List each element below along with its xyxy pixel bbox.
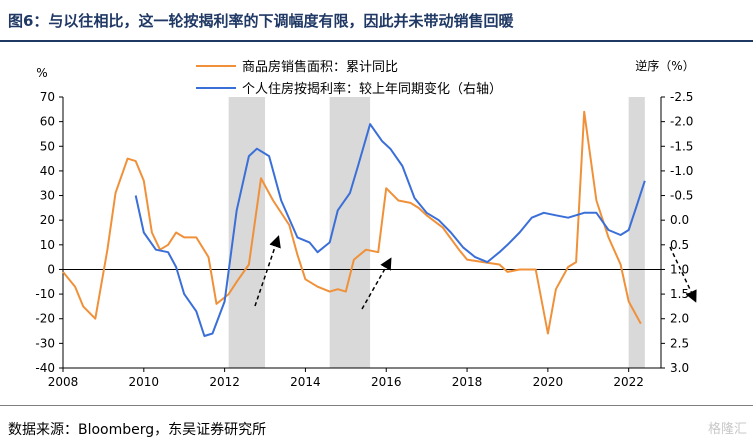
shaded-periods <box>228 97 645 368</box>
right-tick-label: -2.5 <box>670 90 693 104</box>
x-tick-label: 2012 <box>209 375 240 389</box>
x-tick-label: 2018 <box>452 375 483 389</box>
x-tick-label: 2020 <box>533 375 564 389</box>
x-tick-label: 2016 <box>371 375 402 389</box>
right-tick-label: 1.0 <box>670 262 689 276</box>
left-axis-unit: % <box>36 66 47 80</box>
shaded-period-1 <box>329 97 371 368</box>
left-tick-label: -10 <box>35 287 55 301</box>
x-tick-label: 2022 <box>613 375 644 389</box>
right-tick-label: -1.5 <box>670 139 693 153</box>
legend-label-1: 个人住房按揭利率：较上年同期变化（右轴） <box>242 81 502 97</box>
watermark-logo: 格隆汇 <box>707 422 747 437</box>
x-tick-label: 2010 <box>129 375 160 389</box>
right-axis-unit: 逆序（%） <box>635 58 694 73</box>
left-tick-label: 50 <box>40 139 55 153</box>
series-line-0 <box>62 110 642 335</box>
right-tick-label: 2.5 <box>670 336 689 350</box>
right-tick-label: -2.0 <box>670 115 693 129</box>
right-tick-label: 3.0 <box>670 361 689 375</box>
left-tick-label: 30 <box>40 189 55 203</box>
trend-arrow-0 <box>254 235 281 307</box>
source-bar: 数据来源：Bloomberg，东吴证券研究所 格隆汇 <box>0 405 753 447</box>
right-tick-label: 1.5 <box>670 287 689 301</box>
left-tick-label: -40 <box>35 361 55 375</box>
x-tick-label: 2008 <box>48 375 79 389</box>
left-tick-label: 70 <box>40 90 55 104</box>
left-tick-label: -30 <box>35 336 55 350</box>
axes: 706050403020100-10-20-30-40%-2.5-2.0-1.5… <box>35 58 694 389</box>
shaded-period-2 <box>628 97 645 368</box>
series-lines <box>62 110 646 337</box>
right-tick-label: 0.5 <box>670 238 689 252</box>
right-tick-label: -0.5 <box>670 189 693 203</box>
left-tick-label: 40 <box>40 164 55 178</box>
title-bar: 图6：与以往相比，这一轮按揭利率的下调幅度有限，因此并未带动销售回暖 <box>0 0 753 42</box>
legend-label-0: 商品房销售面积：累计同比 <box>242 59 398 75</box>
trend-arrow-2 <box>669 246 697 303</box>
left-tick-label: 20 <box>40 213 55 227</box>
left-tick-label: 60 <box>40 115 55 129</box>
trend-arrows <box>254 235 697 310</box>
source-note: 数据来源：Bloomberg，东吴证券研究所 <box>8 422 267 438</box>
chart-title: 图6：与以往相比，这一轮按揭利率的下调幅度有限，因此并未带动销售回暖 <box>8 12 514 30</box>
series-line-1 <box>134 123 646 337</box>
x-tick-label: 2014 <box>290 375 321 389</box>
right-tick-label: 2.0 <box>670 312 689 326</box>
trend-arrow-1 <box>361 257 392 310</box>
right-tick-label: -1.0 <box>670 164 693 178</box>
left-tick-label: -20 <box>35 312 55 326</box>
left-tick-label: 0 <box>47 262 55 276</box>
right-tick-label: 0.0 <box>670 213 689 227</box>
left-tick-label: 10 <box>40 238 55 252</box>
